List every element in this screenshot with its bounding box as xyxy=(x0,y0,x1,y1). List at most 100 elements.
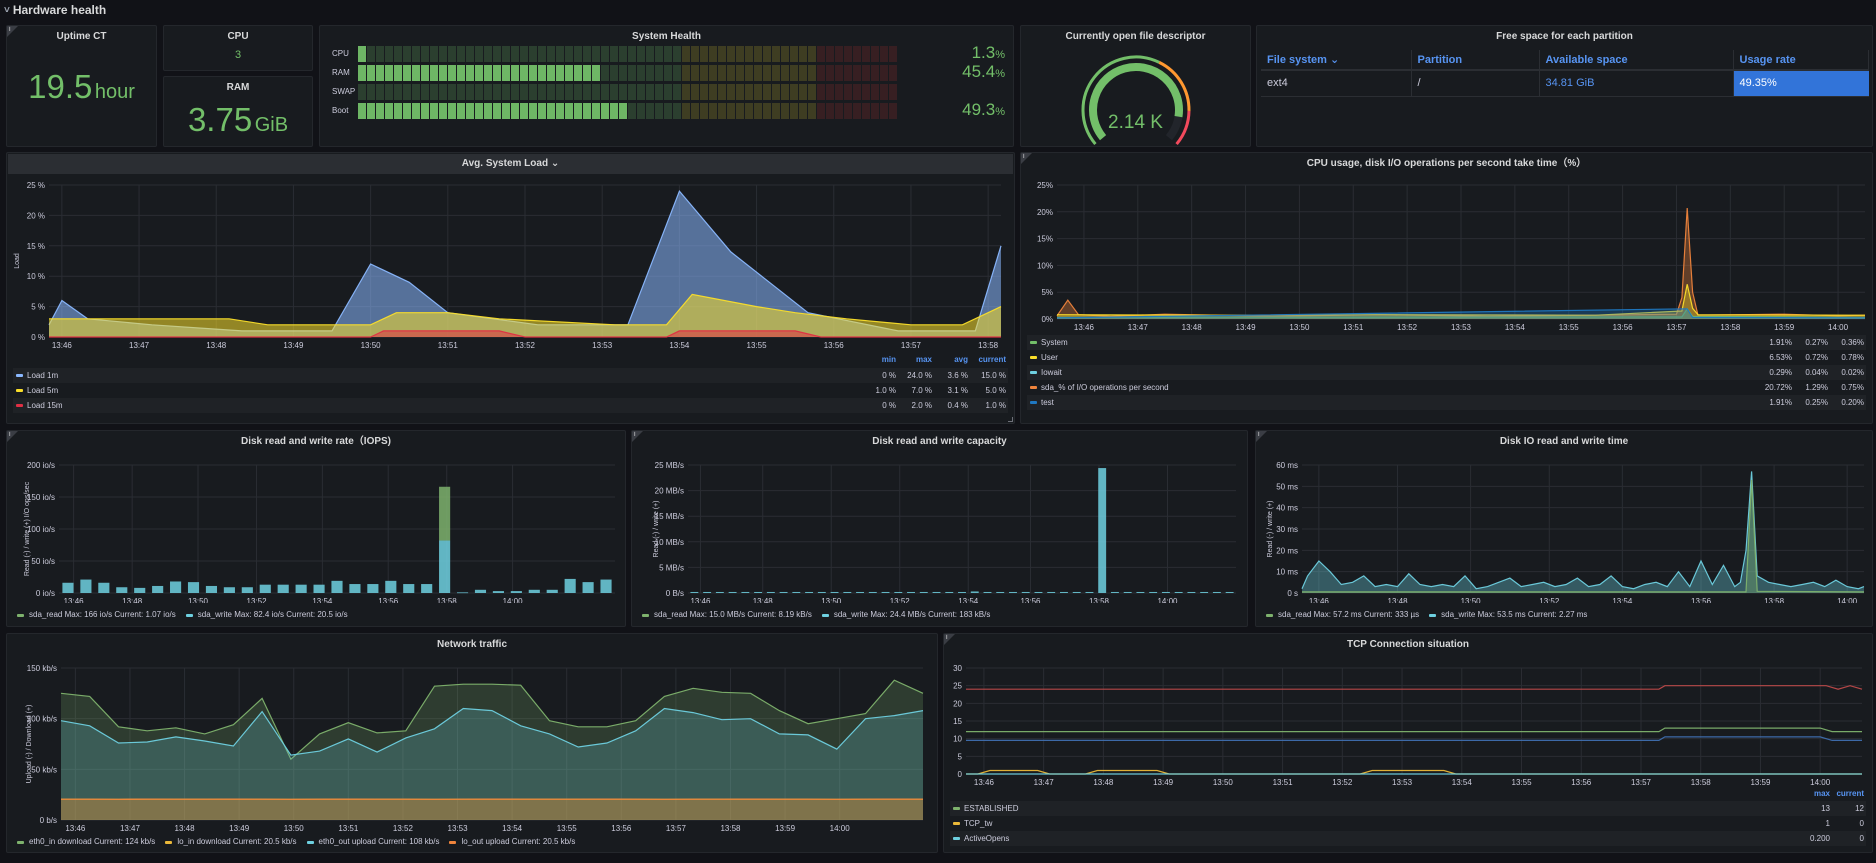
series-swatch xyxy=(642,614,649,617)
bar xyxy=(868,591,877,593)
legend-item-user[interactable]: User 6.53% 0.72% 0.78% xyxy=(1027,350,1866,365)
legend-item-sda-read[interactable]: sda_read Max: 57.2 ms Current: 333 µs xyxy=(1266,610,1419,619)
info-icon[interactable]: i xyxy=(1021,153,1032,164)
x-tick-label: 13:48 xyxy=(206,341,227,350)
header-usage-rate[interactable]: Usage rate xyxy=(1733,50,1869,71)
health-cell xyxy=(628,65,636,81)
health-cell xyxy=(367,103,375,119)
resize-handle[interactable] xyxy=(1008,417,1013,422)
health-cell xyxy=(394,65,402,81)
health-cell xyxy=(817,46,825,62)
bar xyxy=(98,582,110,593)
legend-item-load-15m[interactable]: Load 15m 0 % 2.0 % 0.4 % 1.0 % xyxy=(13,398,1008,413)
health-cell xyxy=(862,84,870,100)
header-file-system[interactable]: File system ⌄ xyxy=(1261,50,1412,71)
legend-item-established[interactable]: ESTABLISHED 13 12 xyxy=(950,801,1866,816)
health-cell xyxy=(556,84,564,100)
info-icon[interactable]: i xyxy=(7,26,18,37)
health-cell xyxy=(835,46,843,62)
avg-load-title[interactable]: Avg. System Load ⌄ xyxy=(8,154,1013,174)
health-cell xyxy=(790,65,798,81)
health-cell xyxy=(862,103,870,119)
health-cell xyxy=(511,46,519,62)
legend-item-eth0-out[interactable]: eth0_out upload Current: 108 kb/s xyxy=(306,837,439,846)
series-swatch xyxy=(1030,386,1037,389)
x-tick-label: 13:58 xyxy=(1764,597,1785,603)
health-cell xyxy=(682,84,690,100)
health-cell xyxy=(574,46,582,62)
bar xyxy=(1174,591,1183,593)
bar xyxy=(856,591,864,593)
health-cell xyxy=(358,65,366,81)
y-tick-label: 0% xyxy=(1041,315,1053,324)
x-tick-label: 13:53 xyxy=(592,341,613,350)
health-cell xyxy=(403,46,411,62)
health-cell xyxy=(385,65,393,81)
tcp-panel: i TCP Connection situation 0 5 10 15 20 25 30 1… xyxy=(943,633,1873,853)
health-cell xyxy=(439,103,447,119)
x-tick-label: 13:55 xyxy=(1512,778,1533,787)
row-title: Hardware health xyxy=(12,3,107,17)
health-cell xyxy=(493,65,501,81)
legend-item-load-5m[interactable]: Load 5m 1.0 % 7.0 % 3.1 % 5.0 % xyxy=(13,383,1008,398)
bar xyxy=(564,578,576,593)
row-header-hardware-health[interactable]: ˅ Hardware health xyxy=(4,1,106,19)
header-available-space[interactable]: Available space xyxy=(1539,50,1734,71)
info-icon[interactable]: i xyxy=(632,431,643,442)
series-area xyxy=(61,708,923,820)
legend-item-sda-read[interactable]: sda_read Max: 166 io/s Current: 1.07 io/… xyxy=(17,610,176,619)
legend-item-sda-read[interactable]: sda_read Max: 15.0 MB/s Current: 8.19 kB… xyxy=(642,610,812,619)
legend-item-load-1m[interactable]: Load 1m 0 % 24.0 % 3.6 % 15.0 % xyxy=(13,368,1008,383)
health-cell xyxy=(754,84,762,100)
legend-item-lo-out[interactable]: lo_out upload Current: 20.5 kb/s xyxy=(449,837,575,846)
health-cell xyxy=(862,65,870,81)
legend-item-sda-write[interactable]: sda_write Max: 82.4 io/s Current: 20.5 i… xyxy=(185,610,348,619)
legend-item-sda-io[interactable]: sda_% of I/O operations per second 20.72%… xyxy=(1027,380,1866,395)
legend-item-eth0-in[interactable]: eth0_in download Current: 124 kb/s xyxy=(17,837,155,846)
bar xyxy=(881,591,890,593)
x-tick-label: 13:56 xyxy=(1571,778,1592,787)
bar xyxy=(932,591,941,593)
capacity-panel: i Disk read and write capacity 0 B/s 5 MB… xyxy=(631,430,1248,627)
bar xyxy=(1149,591,1158,593)
bar xyxy=(1047,591,1056,593)
health-cell xyxy=(529,65,537,81)
bar xyxy=(983,591,992,593)
y-tick-label: 30 xyxy=(953,664,962,673)
legend-item-system[interactable]: System 1.91% 0.27% 0.36% xyxy=(1027,335,1866,350)
health-cell xyxy=(727,46,735,62)
y-axis-label: Load xyxy=(14,253,21,269)
info-icon[interactable]: i xyxy=(7,431,18,442)
legend-item-tcp-tw[interactable]: TCP_tw 1 0 xyxy=(950,816,1866,831)
bar xyxy=(421,584,433,593)
legend-item-iowait[interactable]: Iowait 0.29% 0.04% 0.02% xyxy=(1027,365,1866,380)
y-tick-label: 5 MB/s xyxy=(659,563,684,572)
y-tick-label: 200 io/s xyxy=(27,461,55,470)
health-cell xyxy=(655,84,663,100)
y-tick-label: 0 B/s xyxy=(666,589,684,598)
info-icon[interactable]: i xyxy=(1256,431,1267,442)
health-cell xyxy=(574,84,582,100)
health-cell xyxy=(394,46,402,62)
cpu-usage-title: CPU usage, disk I/O operations per secon… xyxy=(1306,158,1587,169)
y-tick-label: 50 ms xyxy=(1276,482,1298,491)
bar xyxy=(510,591,522,593)
health-cell xyxy=(367,46,375,62)
info-icon[interactable]: i xyxy=(944,634,955,645)
health-cell xyxy=(718,103,726,119)
health-cell xyxy=(682,103,690,119)
legend-item-sda-write[interactable]: sda_write Max: 53.5 ms Current: 2.27 ms xyxy=(1429,610,1587,619)
header-partition[interactable]: Partition xyxy=(1411,50,1540,71)
capacity-legend: sda_read Max: 15.0 MB/s Current: 8.19 kB… xyxy=(642,610,1243,619)
legend-item-test[interactable]: test 1.91% 0.25% 0.20% xyxy=(1027,395,1866,410)
x-tick-label: 13:47 xyxy=(129,341,150,350)
series-line xyxy=(49,330,1001,338)
bar xyxy=(456,592,469,594)
legend-item-active-opens[interactable]: ActiveOpens 0.200 0 xyxy=(950,831,1866,846)
series-line xyxy=(1056,308,1866,319)
health-cell xyxy=(808,103,816,119)
legend-item-sda-write[interactable]: sda_write Max: 24.4 MB/s Current: 183 kB… xyxy=(821,610,990,619)
bar xyxy=(367,584,379,593)
legend-item-lo-in[interactable]: lo_in download Current: 20.5 kb/s xyxy=(165,837,297,846)
health-cell xyxy=(700,46,708,62)
